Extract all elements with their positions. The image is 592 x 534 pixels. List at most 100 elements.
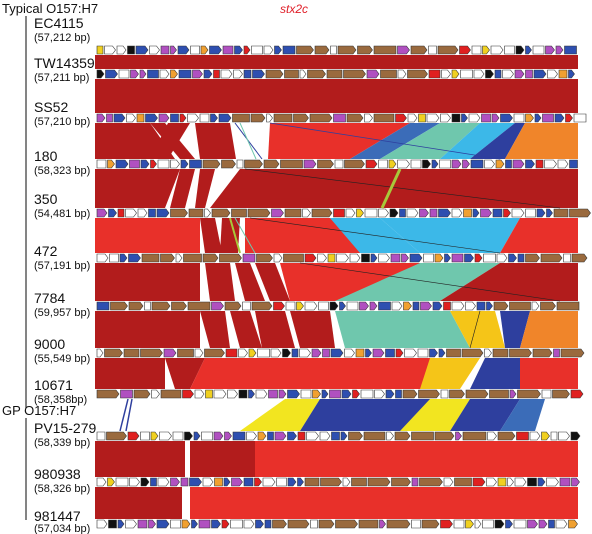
gene-arrow: [378, 253, 390, 263]
gene-arrow: [115, 159, 129, 169]
similarity-band: [450, 311, 505, 348]
gene-arrow: [178, 69, 192, 79]
gene-arrow: [210, 113, 218, 123]
gene-arrow: [232, 431, 246, 441]
gene-arrow: [227, 389, 238, 399]
gene-arrow: [115, 477, 129, 487]
gene-arrow: [369, 301, 378, 311]
gene-arrow: [546, 208, 553, 218]
gene-arrow: [148, 519, 156, 529]
gene-arrow: [346, 113, 364, 123]
similarity-band: [420, 358, 480, 389]
gene-arrow: [484, 159, 495, 169]
gene-arrow: [440, 113, 451, 123]
gene-arrow: [96, 208, 108, 218]
gene-arrow: [225, 348, 238, 358]
strain-name: PV15-279: [34, 420, 96, 436]
gene-arrow: [344, 159, 365, 169]
gene-arrow: [309, 113, 333, 123]
gene-arrow: [223, 477, 231, 487]
similarity-band: [230, 311, 262, 348]
gene-arrow: [119, 253, 128, 263]
gene-arrow: [157, 477, 170, 487]
gene-arrow: [171, 301, 187, 311]
gene-arrow: [525, 113, 534, 123]
gene-arrow: [525, 208, 536, 218]
gene-arrow: [455, 431, 462, 441]
gene-arrow: [489, 389, 509, 399]
gene-arrow: [443, 301, 451, 311]
gene-arrow: [221, 159, 236, 169]
gene-arrow: [397, 69, 407, 79]
gene-arrow: [486, 477, 497, 487]
gene-arrow: [491, 113, 500, 123]
gene-arrow: [320, 477, 342, 487]
gene-arrow: [159, 431, 172, 441]
gene-arrow: [465, 519, 474, 529]
strain-name: 981447: [34, 508, 81, 524]
gene-arrow: [263, 45, 274, 55]
gene-arrow: [373, 45, 397, 55]
gene-arrow: [170, 159, 180, 169]
gene-arrow: [525, 69, 533, 79]
gene-arrow: [571, 477, 580, 487]
gene-arrow: [251, 301, 273, 311]
gene-arrow: [451, 208, 463, 218]
gene-arrow: [330, 348, 344, 358]
strain-name: 980938: [34, 466, 81, 482]
gene-arrow: [468, 113, 481, 123]
gene-arrow: [482, 519, 494, 529]
gene-arrow: [429, 208, 438, 218]
gene-arrow: [254, 477, 262, 487]
gene-arrow: [527, 477, 537, 487]
gene-arrow: [508, 253, 517, 263]
similarity-band: [380, 218, 520, 253]
gene-arrow: [287, 519, 310, 529]
gene-arrow: [125, 519, 137, 529]
gene-arrow: [191, 519, 198, 529]
gene-arrow: [344, 348, 355, 358]
gene-arrow: [490, 45, 504, 55]
gene-arrow: [345, 208, 356, 218]
gene-arrow: [411, 519, 421, 529]
gene-arrow: [573, 113, 587, 123]
gene-arrow: [265, 69, 284, 79]
gene-arrow: [304, 253, 317, 263]
inversion-line: [244, 168, 561, 209]
similarity-band: [95, 79, 578, 113]
gene-arrow: [509, 348, 532, 358]
similarity-band: [290, 311, 335, 348]
gene-arrow: [273, 301, 285, 311]
gene-arrow: [117, 519, 125, 529]
gene-arrow: [513, 519, 527, 529]
gene-arrow: [108, 519, 117, 529]
gene-arrow: [321, 389, 329, 399]
gene-arrow: [303, 159, 317, 169]
similarity-band: [195, 169, 215, 208]
gene-arrow: [221, 519, 230, 529]
similarity-band: [520, 311, 578, 348]
gene-arrow: [465, 301, 476, 311]
gene-arrow: [399, 208, 406, 218]
gene-arrow: [170, 519, 181, 529]
similarity-band: [95, 311, 200, 348]
gene-arrow: [300, 389, 312, 399]
gene-arrow: [187, 301, 211, 311]
similarity-band: [235, 263, 265, 301]
similarity-band: [470, 123, 525, 159]
similarity-band: [95, 358, 165, 389]
gene-arrow: [465, 389, 489, 399]
gene-arrow: [272, 519, 287, 529]
gene-arrow: [194, 348, 204, 358]
gene-arrow: [363, 431, 386, 441]
gene-arrow: [444, 253, 451, 263]
gene-arrow: [370, 253, 378, 263]
gene-arrow: [242, 301, 251, 311]
gene-arrow: [334, 159, 344, 169]
similarity-band: [190, 441, 255, 477]
gene-arrow: [107, 477, 115, 487]
strain-name: 472: [34, 243, 58, 259]
gene-arrow: [304, 477, 320, 487]
gene-arrow: [480, 208, 492, 218]
gene-arrow: [472, 477, 486, 487]
